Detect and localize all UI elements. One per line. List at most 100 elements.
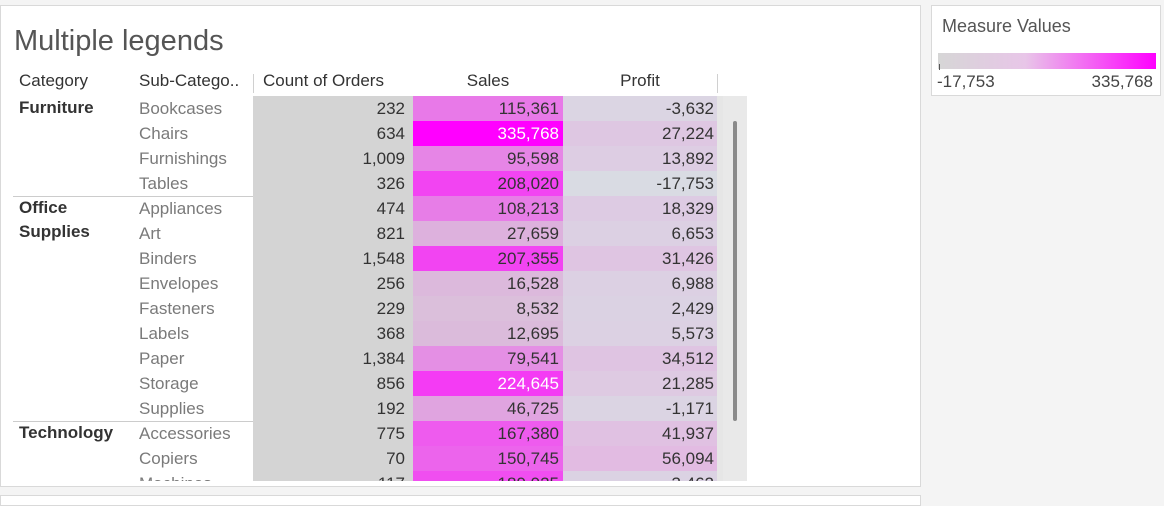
subcategory-cell[interactable]: Appliances [139, 199, 223, 218]
header-subcategory[interactable]: Sub-Catego.. [139, 71, 240, 90]
sales-cell[interactable]: 115,361 [413, 96, 563, 121]
category-label[interactable]: Furniture [19, 98, 94, 117]
category-separator [13, 196, 253, 197]
count-cell: 474 [376, 199, 405, 218]
profit-cell[interactable]: 34,512 [563, 346, 717, 371]
profit-cell[interactable]: 3,462 [563, 471, 717, 481]
subcategory-cell[interactable]: Machines [139, 471, 212, 481]
sales-cell[interactable]: 12,695 [413, 321, 563, 346]
header-divider [253, 74, 254, 93]
table-row: Furnishings 1,009 95,598 13,892 [1, 146, 747, 171]
table-row: Bookcases 232 115,361 -3,632 [1, 96, 747, 121]
header-count-of-orders[interactable]: Count of Orders [263, 71, 384, 90]
table-row: Supplies 192 46,725 -1,171 [1, 396, 747, 421]
subcategory-cell[interactable]: Binders [139, 249, 197, 268]
table-row: Binders 1,548 207,355 31,426 [1, 246, 747, 271]
count-cell: 117 [253, 471, 405, 481]
header-sales[interactable]: Sales [466, 71, 510, 90]
category-label[interactable]: Technology [19, 423, 114, 442]
legend-title: Measure Values [942, 16, 1071, 36]
profit-cell[interactable]: 6,653 [563, 221, 717, 246]
subcategory-cell[interactable]: Bookcases [139, 99, 223, 118]
table-row: Fasteners 229 8,532 2,429 [1, 296, 747, 321]
category-label[interactable]: Office Supplies [19, 198, 90, 241]
sales-cell[interactable]: 108,213 [413, 196, 563, 221]
sales-cell[interactable]: 79,541 [413, 346, 563, 371]
header-profit[interactable]: Profit [620, 71, 660, 90]
profit-cell[interactable]: 31,426 [563, 246, 717, 271]
subcategory-cell[interactable]: Envelopes [139, 274, 219, 293]
color-legend[interactable]: Measure Values -17,753 335,768 [931, 5, 1161, 96]
count-column-fill [253, 96, 413, 481]
count-cell: 232 [376, 99, 405, 118]
header-divider [717, 74, 718, 93]
profit-cell[interactable]: -3,632 [563, 96, 717, 121]
table-row: Chairs 634 335,768 27,224 [1, 121, 747, 146]
legend-max-label: 335,768 [1091, 72, 1153, 91]
profit-cell[interactable]: 21,285 [563, 371, 717, 396]
profit-cell[interactable]: 18,329 [563, 196, 717, 221]
subcategory-cell[interactable]: Fasteners [139, 299, 215, 318]
table-row: Storage 856 224,645 21,285 [1, 371, 747, 396]
sales-cell[interactable]: 27,659 [413, 221, 563, 246]
subcategory-cell[interactable]: Furnishings [139, 149, 227, 168]
count-cell: 192 [376, 399, 405, 418]
count-cell: 821 [376, 224, 405, 243]
sales-cell[interactable]: 8,532 [413, 296, 563, 321]
table-body: Furniture Bookcases 232 115,361 -3,632 Chairs… [1, 96, 747, 481]
table-row: Machines 117 189,9253,462 [1, 471, 747, 481]
category-separator [13, 421, 253, 422]
profit-cell[interactable]: -1,171 [563, 396, 717, 421]
sales-cell[interactable]: 208,020 [413, 171, 563, 196]
count-cell: 634 [376, 124, 405, 143]
table-row: Copiers 70 150,745 56,094 [1, 446, 747, 471]
subcategory-cell[interactable]: Supplies [139, 399, 205, 418]
count-cell: 368 [376, 324, 405, 343]
subcategory-cell[interactable]: Paper [139, 349, 185, 368]
sales-cell[interactable]: 189,925 [413, 471, 563, 481]
profit-cell[interactable]: 6,988 [563, 271, 717, 296]
scrollbar-thumb[interactable] [733, 121, 737, 421]
sales-cell[interactable]: 335,768 [413, 121, 563, 146]
sales-cell[interactable]: 150,745 [413, 446, 563, 471]
subcategory-cell[interactable]: Art [139, 224, 161, 243]
sales-cell[interactable]: 46,725 [413, 396, 563, 421]
chart-title: Multiple legends [14, 25, 224, 57]
table-row: Accessories 775 167,380 41,937 [1, 421, 747, 446]
count-cell: 1,009 [362, 149, 405, 168]
count-cell: 856 [376, 374, 405, 393]
table-row: Tables 326 208,020 -17,753 [1, 171, 747, 196]
profit-cell[interactable]: 13,892 [563, 146, 717, 171]
profit-cell[interactable]: 56,094 [563, 446, 717, 471]
subcategory-cell[interactable]: Copiers [139, 449, 198, 468]
worksheet: Multiple legends Category Sub-Catego.. C… [0, 5, 921, 487]
profit-cell[interactable]: 2,429 [563, 296, 717, 321]
sales-cell[interactable]: 95,598 [413, 146, 563, 171]
subcategory-cell[interactable]: Tables [139, 174, 189, 193]
subcategory-cell[interactable]: Labels [139, 324, 190, 343]
subcategory-cell[interactable]: Accessories [139, 424, 231, 443]
profit-cell[interactable]: 41,937 [563, 421, 717, 446]
sales-cell[interactable]: 207,355 [413, 246, 563, 271]
profit-cell[interactable]: 27,224 [563, 121, 717, 146]
bottom-panel [0, 495, 921, 506]
count-cell: 70 [386, 449, 405, 468]
count-cell: 1,548 [362, 249, 405, 268]
sales-cell[interactable]: 167,380 [413, 421, 563, 446]
sales-cell[interactable]: 224,645 [413, 371, 563, 396]
legend-tick [939, 64, 940, 70]
count-cell: 1,384 [362, 349, 405, 368]
profit-cell[interactable]: 5,573 [563, 321, 717, 346]
table-row: Envelopes 256 16,528 6,988 [1, 271, 747, 296]
header-category[interactable]: Category [19, 71, 88, 90]
count-cell: 326 [376, 174, 405, 193]
subcategory-cell[interactable]: Storage [139, 374, 199, 393]
legend-color-ramp [938, 53, 1156, 69]
profit-cell[interactable]: -17,753 [563, 171, 717, 196]
subcategory-cell[interactable]: Chairs [139, 124, 189, 143]
table-row: Appliances 474 108,213 18,329 [1, 196, 747, 221]
legend-min-label: -17,753 [937, 72, 995, 91]
sales-cell[interactable]: 16,528 [413, 271, 563, 296]
count-cell: 256 [376, 274, 405, 293]
table-row: Art 821 27,659 6,653 [1, 221, 747, 246]
